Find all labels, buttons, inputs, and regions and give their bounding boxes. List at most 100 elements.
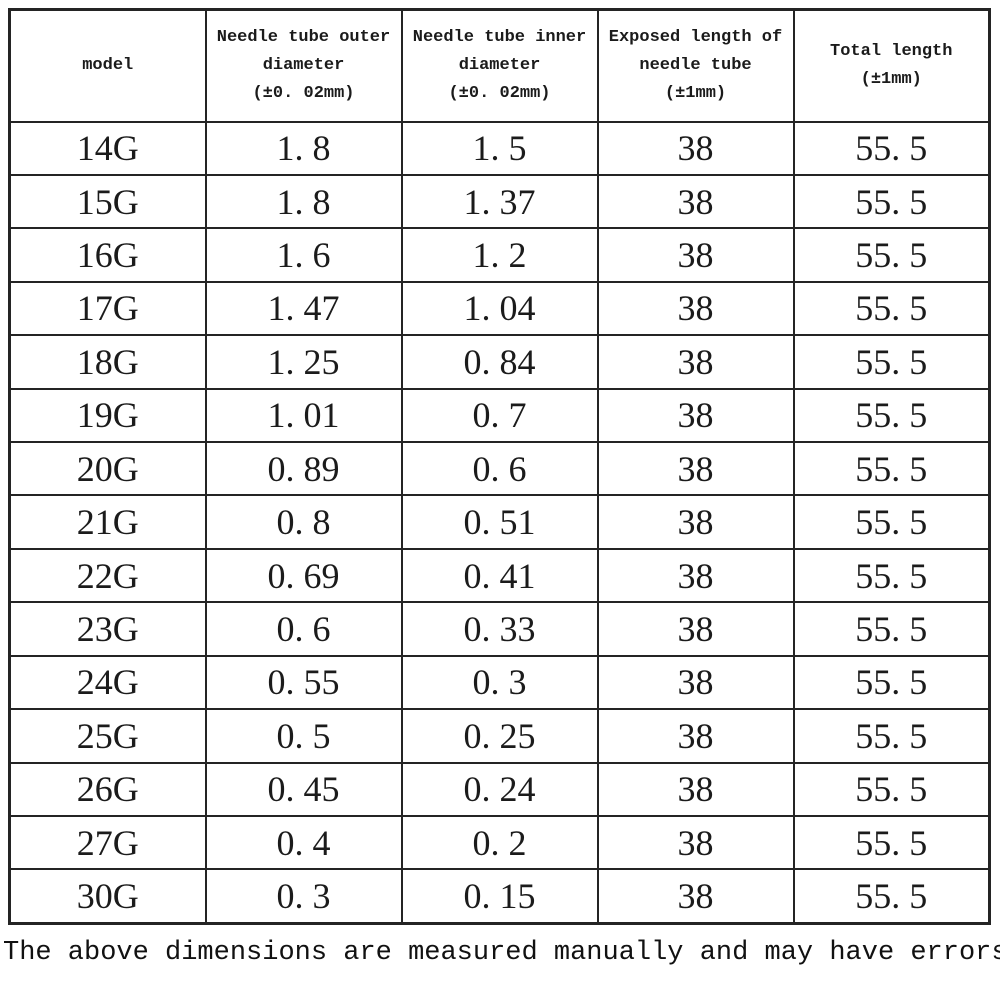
cell-total-length: 55. 5 [792, 708, 991, 764]
column-header-exposed-length: Exposed length of needle tube (±1mm) [596, 8, 795, 123]
cell-exposed-length: 38 [596, 868, 795, 925]
cell-inner-diameter: 0. 51 [400, 494, 599, 550]
cell-outer-diameter: 1. 47 [204, 280, 403, 337]
cell-exposed-length: 38 [596, 120, 795, 176]
table-row: 14G 1. 8 1. 5 38 55. 5 [8, 120, 991, 176]
cell-outer-diameter: 1. 01 [204, 387, 403, 444]
table-body: 14G 1. 8 1. 5 38 55. 5 15G 1. 8 1. 37 38… [8, 120, 991, 925]
cell-outer-diameter: 1. 25 [204, 334, 403, 390]
cell-inner-diameter: 0. 33 [400, 601, 599, 657]
cell-model: 15G [8, 173, 207, 230]
cell-inner-diameter: 0. 41 [400, 547, 599, 604]
cell-inner-diameter: 1. 5 [400, 120, 599, 176]
cell-exposed-length: 38 [596, 227, 795, 283]
cell-outer-diameter: 1. 8 [204, 120, 403, 176]
cell-inner-diameter: 1. 2 [400, 227, 599, 283]
cell-model: 20G [8, 441, 207, 497]
table-row: 21G 0. 8 0. 51 38 55. 5 [8, 494, 991, 550]
cell-model: 16G [8, 227, 207, 283]
table-row: 30G 0. 3 0. 15 38 55. 5 [8, 868, 991, 925]
cell-exposed-length: 38 [596, 654, 795, 711]
cell-model: 27G [8, 814, 207, 871]
cell-outer-diameter: 1. 6 [204, 227, 403, 283]
cell-model: 22G [8, 547, 207, 604]
cell-exposed-length: 38 [596, 708, 795, 764]
cell-total-length: 55. 5 [792, 494, 991, 550]
cell-model: 17G [8, 280, 207, 337]
cell-exposed-length: 38 [596, 494, 795, 550]
footer-note: The above dimensions are measured manual… [3, 938, 1000, 968]
cell-total-length: 55. 5 [792, 387, 991, 444]
cell-exposed-length: 38 [596, 441, 795, 497]
cell-exposed-length: 38 [596, 814, 795, 871]
cell-model: 21G [8, 494, 207, 550]
table-row: 25G 0. 5 0. 25 38 55. 5 [8, 708, 991, 764]
cell-model: 30G [8, 868, 207, 925]
cell-inner-diameter: 0. 7 [400, 387, 599, 444]
table-row: 20G 0. 89 0. 6 38 55. 5 [8, 441, 991, 497]
cell-exposed-length: 38 [596, 334, 795, 390]
cell-model: 25G [8, 708, 207, 764]
table-row: 22G 0. 69 0. 41 38 55. 5 [8, 547, 991, 604]
cell-exposed-length: 38 [596, 173, 795, 230]
column-header-model: model [8, 8, 207, 123]
cell-total-length: 55. 5 [792, 227, 991, 283]
cell-total-length: 55. 5 [792, 761, 991, 817]
cell-exposed-length: 38 [596, 280, 795, 337]
cell-total-length: 55. 5 [792, 120, 991, 176]
cell-total-length: 55. 5 [792, 173, 991, 230]
cell-exposed-length: 38 [596, 387, 795, 444]
cell-total-length: 55. 5 [792, 441, 991, 497]
table-row: 26G 0. 45 0. 24 38 55. 5 [8, 761, 991, 817]
cell-outer-diameter: 0. 89 [204, 441, 403, 497]
cell-model: 19G [8, 387, 207, 444]
cell-outer-diameter: 0. 6 [204, 601, 403, 657]
cell-outer-diameter: 0. 5 [204, 708, 403, 764]
column-header-inner-diameter: Needle tube inner diameter (±0. 02mm) [400, 8, 599, 123]
table-row: 15G 1. 8 1. 37 38 55. 5 [8, 173, 991, 230]
cell-outer-diameter: 0. 55 [204, 654, 403, 711]
cell-outer-diameter: 0. 8 [204, 494, 403, 550]
cell-outer-diameter: 0. 69 [204, 547, 403, 604]
column-header-total-length: Total length (±1mm) [792, 8, 991, 123]
column-header-outer-diameter: Needle tube outer diameter (±0. 02mm) [204, 8, 403, 123]
cell-model: 18G [8, 334, 207, 390]
table-row: 18G 1. 25 0. 84 38 55. 5 [8, 334, 991, 390]
table-row: 24G 0. 55 0. 3 38 55. 5 [8, 654, 991, 711]
cell-inner-diameter: 0. 2 [400, 814, 599, 871]
cell-outer-diameter: 1. 8 [204, 173, 403, 230]
cell-exposed-length: 38 [596, 761, 795, 817]
cell-inner-diameter: 0. 15 [400, 868, 599, 925]
cell-model: 14G [8, 120, 207, 176]
cell-exposed-length: 38 [596, 547, 795, 604]
table-row: 27G 0. 4 0. 2 38 55. 5 [8, 814, 991, 871]
cell-outer-diameter: 0. 3 [204, 868, 403, 925]
cell-model: 23G [8, 601, 207, 657]
cell-total-length: 55. 5 [792, 868, 991, 925]
cell-inner-diameter: 0. 6 [400, 441, 599, 497]
table-row: 17G 1. 47 1. 04 38 55. 5 [8, 280, 991, 337]
cell-outer-diameter: 0. 45 [204, 761, 403, 817]
cell-inner-diameter: 0. 24 [400, 761, 599, 817]
cell-model: 26G [8, 761, 207, 817]
cell-model: 24G [8, 654, 207, 711]
table-row: 19G 1. 01 0. 7 38 55. 5 [8, 387, 991, 444]
cell-total-length: 55. 5 [792, 601, 991, 657]
cell-total-length: 55. 5 [792, 334, 991, 390]
table-row: 16G 1. 6 1. 2 38 55. 5 [8, 227, 991, 283]
cell-total-length: 55. 5 [792, 814, 991, 871]
cell-inner-diameter: 0. 25 [400, 708, 599, 764]
cell-total-length: 55. 5 [792, 280, 991, 337]
cell-inner-diameter: 0. 84 [400, 334, 599, 390]
cell-exposed-length: 38 [596, 601, 795, 657]
cell-outer-diameter: 0. 4 [204, 814, 403, 871]
header-row: model Needle tube outer diameter (±0. 02… [8, 8, 991, 123]
cell-inner-diameter: 1. 37 [400, 173, 599, 230]
cell-inner-diameter: 0. 3 [400, 654, 599, 711]
cell-total-length: 55. 5 [792, 547, 991, 604]
table-row: 23G 0. 6 0. 33 38 55. 5 [8, 601, 991, 657]
cell-inner-diameter: 1. 04 [400, 280, 599, 337]
cell-total-length: 55. 5 [792, 654, 991, 711]
needle-spec-table: model Needle tube outer diameter (±0. 02… [8, 8, 991, 925]
